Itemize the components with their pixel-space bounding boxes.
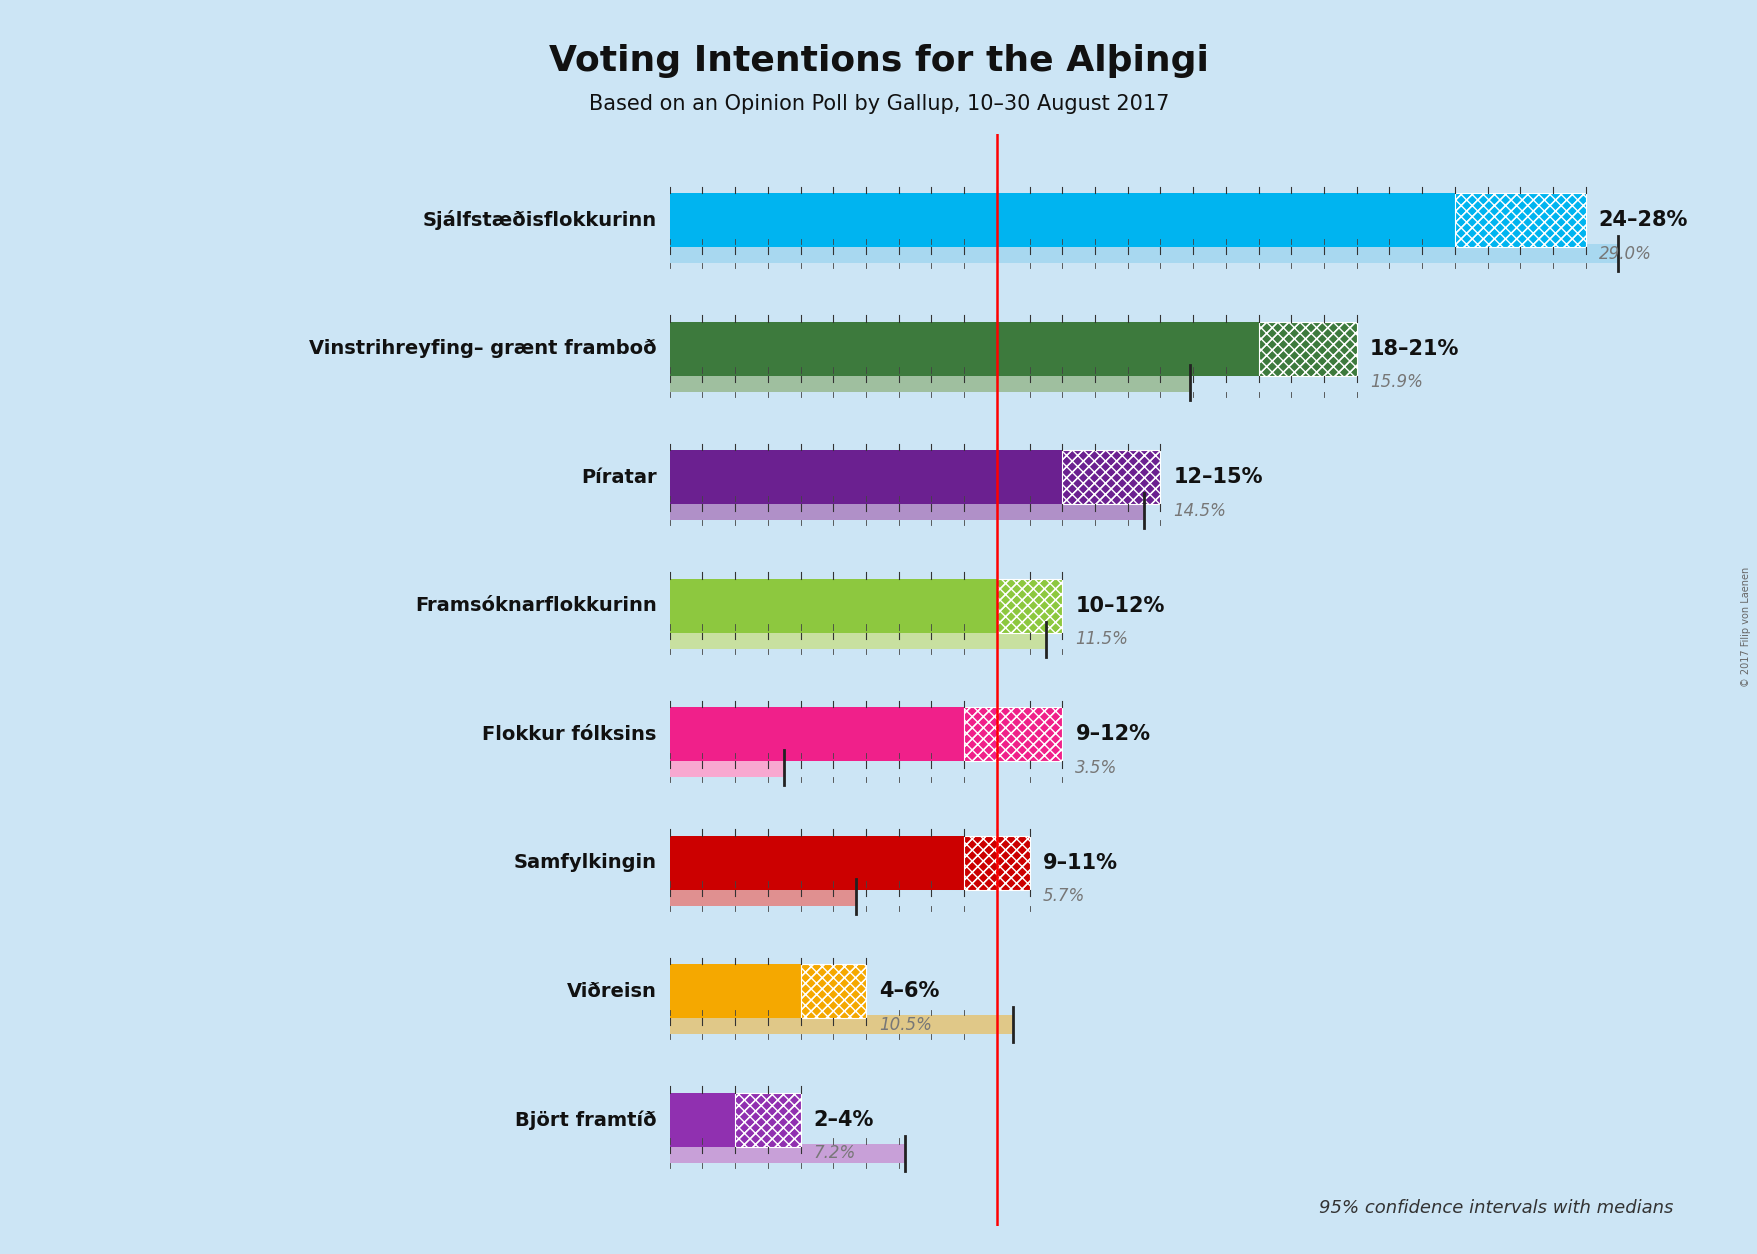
Bar xyxy=(669,887,856,905)
Text: Vinstrihreyfing– grænt framboð: Vinstrihreyfing– grænt framboð xyxy=(309,340,657,359)
Bar xyxy=(669,322,1258,376)
Text: Sjálfstæðisflokkurinn: Sjálfstæðisflokkurinn xyxy=(422,211,657,231)
Text: 24–28%: 24–28% xyxy=(1597,211,1687,231)
Bar xyxy=(669,372,1189,391)
Bar xyxy=(669,193,1455,247)
Bar xyxy=(799,964,866,1018)
Text: 29.0%: 29.0% xyxy=(1597,245,1652,262)
Text: Viðreisn: Viðreisn xyxy=(566,982,657,1001)
Bar xyxy=(1258,322,1356,376)
Bar xyxy=(963,707,1061,761)
Bar xyxy=(669,964,799,1018)
Text: Samfylkingin: Samfylkingin xyxy=(513,853,657,873)
Text: Framsóknarflokkurinn: Framsóknarflokkurinn xyxy=(415,596,657,616)
Bar xyxy=(799,964,866,1018)
Text: 15.9%: 15.9% xyxy=(1369,374,1421,391)
Bar xyxy=(669,1014,1012,1035)
Bar xyxy=(1061,450,1160,504)
Bar xyxy=(1455,193,1585,247)
Bar xyxy=(669,245,1618,263)
Text: 10.5%: 10.5% xyxy=(878,1016,931,1033)
Text: 11.5%: 11.5% xyxy=(1075,631,1128,648)
Text: 18–21%: 18–21% xyxy=(1369,339,1458,359)
Text: 5.7%: 5.7% xyxy=(1042,887,1084,905)
Bar xyxy=(669,1144,905,1162)
Bar xyxy=(963,836,1030,890)
Bar xyxy=(669,707,963,761)
Text: Flokkur fólksins: Flokkur fólksins xyxy=(481,725,657,744)
Bar xyxy=(734,1092,799,1147)
Text: Björt framtíð: Björt framtíð xyxy=(515,1110,657,1130)
Bar xyxy=(963,707,1061,761)
Text: 2–4%: 2–4% xyxy=(813,1110,873,1130)
Bar xyxy=(669,579,996,633)
Bar xyxy=(669,759,784,777)
Text: 9–11%: 9–11% xyxy=(1042,853,1117,873)
Text: 10–12%: 10–12% xyxy=(1075,596,1165,616)
Text: 7.2%: 7.2% xyxy=(813,1144,856,1162)
Text: 95% confidence intervals with medians: 95% confidence intervals with medians xyxy=(1318,1200,1673,1218)
Bar xyxy=(1258,322,1356,376)
Bar xyxy=(996,579,1061,633)
Text: © 2017 Filip von Laenen: © 2017 Filip von Laenen xyxy=(1739,567,1750,687)
Bar xyxy=(734,1092,799,1147)
Bar xyxy=(996,579,1061,633)
Bar xyxy=(669,450,1061,504)
Text: 14.5%: 14.5% xyxy=(1174,502,1226,519)
Text: Píratar: Píratar xyxy=(580,468,657,487)
Text: 4–6%: 4–6% xyxy=(878,982,938,1001)
Text: Voting Intentions for the Alþingi: Voting Intentions for the Alþingi xyxy=(548,44,1209,78)
Bar xyxy=(669,836,963,890)
Bar xyxy=(669,1092,734,1147)
Text: 12–15%: 12–15% xyxy=(1174,468,1262,488)
Bar xyxy=(1061,450,1160,504)
Text: Based on an Opinion Poll by Gallup, 10–30 August 2017: Based on an Opinion Poll by Gallup, 10–3… xyxy=(589,94,1168,114)
Bar xyxy=(669,630,1045,648)
Text: 9–12%: 9–12% xyxy=(1075,725,1149,745)
Bar xyxy=(669,502,1144,520)
Bar xyxy=(963,836,1030,890)
Text: 3.5%: 3.5% xyxy=(1075,759,1117,776)
Bar xyxy=(1455,193,1585,247)
